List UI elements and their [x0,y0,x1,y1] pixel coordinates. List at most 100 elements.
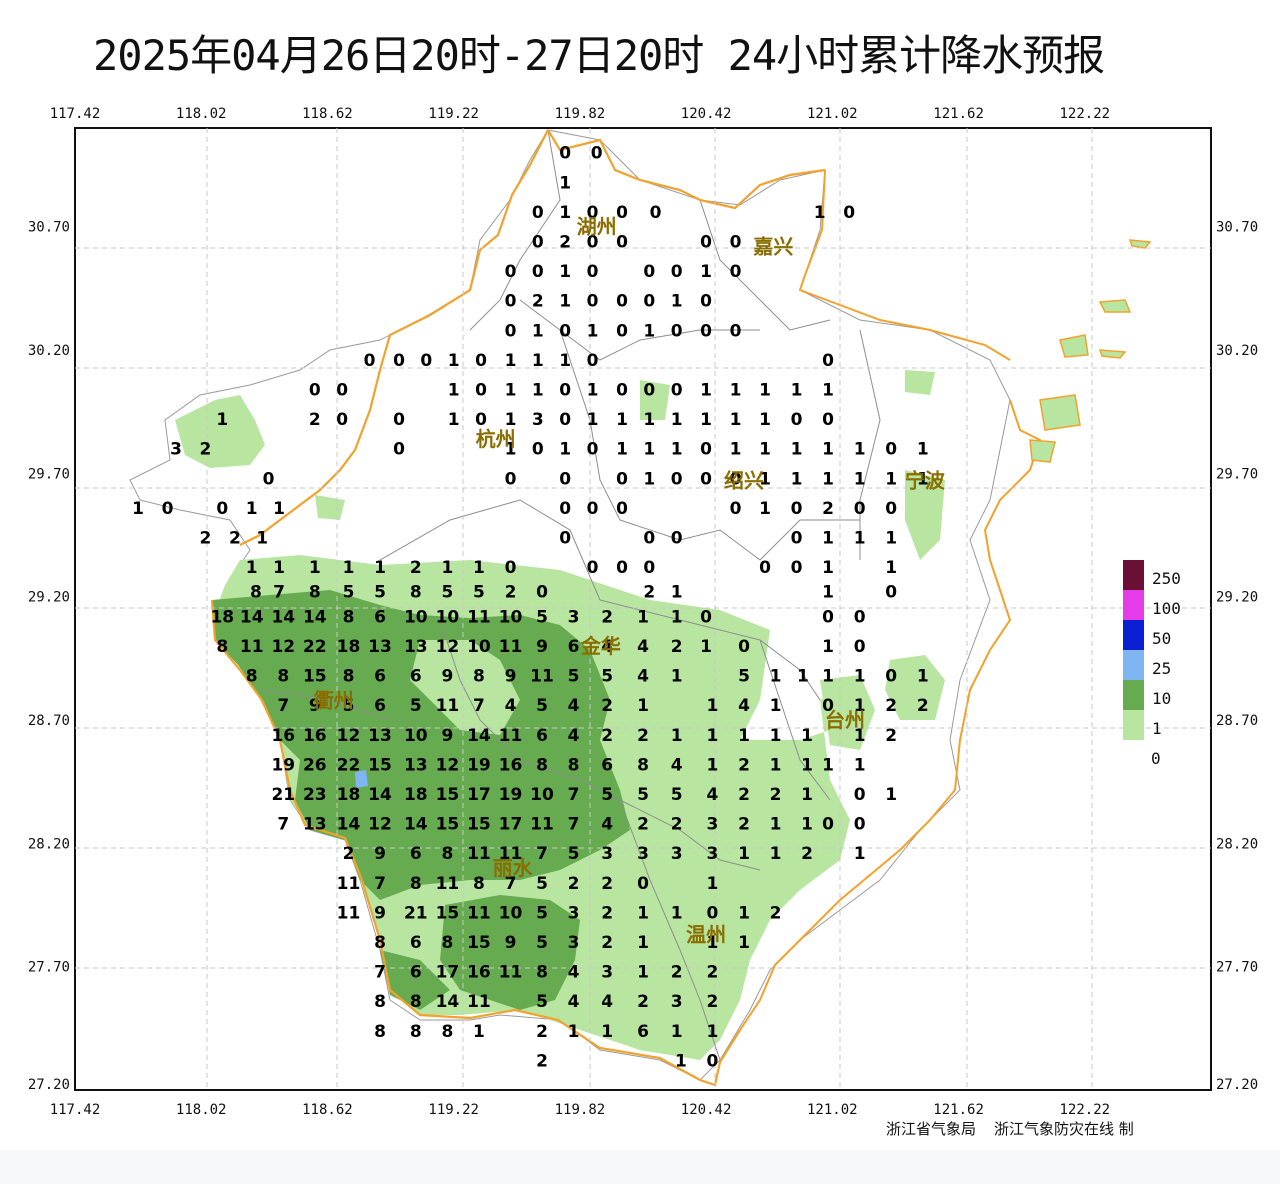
station-value: 5 [343,583,355,603]
station-value: 2 [643,583,655,603]
station-value: 0 [162,499,174,519]
lon-tick-bottom: 120.42 [681,1102,732,1118]
station-value: 0 [559,469,571,489]
station-value: 0 [730,469,742,489]
station-value: 1 [637,607,649,627]
station-value: 6 [374,667,386,687]
station-value: 1 [246,558,258,578]
lon-tick-bottom: 117.42 [50,1102,101,1118]
station-value: 2 [885,726,897,746]
city-label: 杭州 [476,427,516,451]
station-value: 1 [216,410,228,430]
station-value: 26 [303,755,327,775]
station-value: 11 [499,637,523,657]
station-value: 0 [854,815,866,835]
station-value: 1 [671,583,683,603]
station-value: 1 [671,607,683,627]
station-value: 1 [671,292,683,312]
station-value: 0 [532,203,544,223]
station-value: 2 [601,874,613,894]
legend-label: 100 [1152,599,1181,618]
lon-tick-top: 119.82 [555,106,606,122]
lon-tick-top: 117.42 [50,106,101,122]
station-value: 0 [671,469,683,489]
station-value: 0 [706,903,718,923]
station-value: 18 [404,785,428,805]
lat-tick-left: 29.70 [28,466,70,482]
station-value: 1 [246,499,258,519]
map-title: 2025年04月26日20时-27日20时 24小时累计降水预报 [93,31,1105,80]
station-value: 0 [700,292,712,312]
legend-swatch [1123,590,1144,620]
station-value: 7 [374,874,386,894]
station-value: 10 [404,607,428,627]
station-value: 0 [505,262,517,282]
station-value: 12 [368,815,392,835]
station-value: 17 [436,963,460,983]
station-value: 3 [568,903,580,923]
station-value: 6 [410,963,422,983]
station-value: 0 [700,321,712,341]
station-value: 7 [473,696,485,716]
station-value: 2 [637,815,649,835]
station-value: 11 [499,844,523,864]
station-value: 1 [643,469,655,489]
station-value: 1 [917,667,929,687]
station-value: 9 [309,696,321,716]
station-value: 21 [404,903,428,923]
station-value: 4 [601,815,613,835]
lon-tick-bottom: 119.22 [428,1102,479,1118]
station-value: 0 [559,529,571,549]
station-value: 0 [843,203,855,223]
station-value: 14 [368,785,392,805]
station-value: 15 [303,667,327,687]
station-value: 2 [637,992,649,1012]
station-value: 5 [410,696,422,716]
lon-tick-top: 118.02 [176,106,227,122]
station-value: 6 [410,844,422,864]
station-value: 16 [499,755,523,775]
station-value: 2 [229,529,241,549]
station-value: 1 [854,844,866,864]
station-value: 7 [277,815,289,835]
station-value: 2 [536,1022,548,1042]
station-value: 12 [436,637,460,657]
station-value: 0 [559,499,571,519]
station-value: 0 [559,410,571,430]
city-label: 台州 [825,708,865,732]
station-value: 2 [770,785,782,805]
station-value: 0 [822,607,834,627]
station-value: 13 [368,637,392,657]
station-value: 0 [559,381,571,401]
station-value: 1 [706,933,718,953]
station-value: 11 [467,844,491,864]
station-value: 0 [475,410,487,430]
station-value: 0 [854,785,866,805]
station-value: 1 [759,469,771,489]
rain-area-1mm-east [885,655,945,720]
station-value: 1 [822,381,834,401]
station-value: 1 [791,469,803,489]
station-value: 0 [591,144,603,164]
station-value: 1 [616,410,628,430]
station-value: 0 [671,321,683,341]
station-value: 11 [337,903,361,923]
station-value: 0 [532,262,544,282]
station-value: 2 [199,529,211,549]
station-value: 1 [706,696,718,716]
station-value: 1 [700,410,712,430]
station-value: 5 [343,696,355,716]
station-value: 11 [499,963,523,983]
station-value: 1 [917,469,929,489]
city-label: 嘉兴 [752,234,793,258]
station-value: 17 [467,785,491,805]
station-value: 1 [885,558,897,578]
station-value: 2 [601,903,613,923]
station-value: 1 [854,469,866,489]
station-value: 7 [505,874,517,894]
station-value: 0 [393,410,405,430]
station-value: 1 [448,381,460,401]
station-value: 0 [700,233,712,253]
station-value: 5 [568,844,580,864]
station-value: 14 [404,815,428,835]
